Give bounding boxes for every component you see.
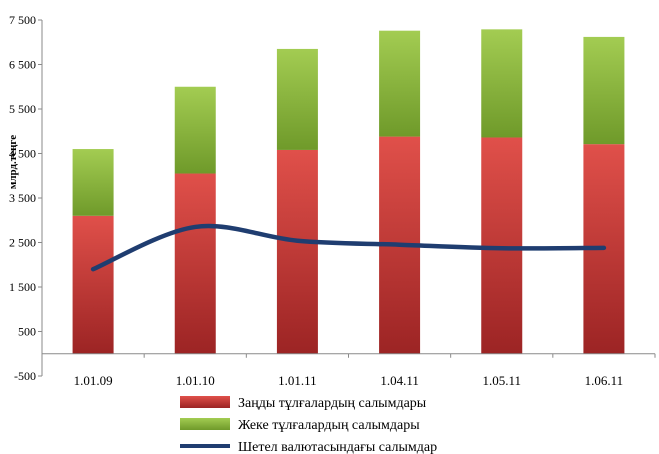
line-foreign-currency: [90, 223, 607, 272]
bar-legal-entities: [481, 137, 523, 354]
bar-individuals: [174, 86, 216, 174]
x-tick-label: 1.01.09: [74, 373, 113, 388]
bar-individuals: [276, 48, 318, 150]
bar-legal-entities: [72, 215, 114, 354]
y-axis: -500 500 1 500 2 500 3 500 4 500 5 500 6 500 7 5…: [9, 13, 43, 383]
y-tick-label: -500: [14, 369, 36, 383]
x-tick-label: 1.01.11: [278, 373, 317, 388]
bar-legal-entities: [174, 173, 216, 354]
legend-label-individuals: Жеке тұлғалардың салымдары: [238, 418, 420, 433]
bar-group: [72, 29, 625, 354]
y-axis-title: млрд.теңге: [7, 135, 19, 189]
legend-swatch-legal-entities: [180, 396, 230, 408]
legend-label-foreign-currency: Шетел валютасындағы салымдар: [238, 440, 437, 454]
y-tick-label: 3 500: [9, 191, 36, 205]
bar-individuals: [583, 36, 625, 145]
bar-legal-entities: [276, 149, 318, 354]
x-tick-label: 1.05.11: [482, 373, 521, 388]
legend-swatch-individuals: [180, 418, 230, 430]
legend: Заңды тұлғалардың салымдары Жеке тұлғала…: [180, 396, 437, 454]
legend-item-foreign-currency: Шетел валютасындағы салымдар: [180, 440, 437, 454]
x-tick-label: 1.04.11: [380, 373, 419, 388]
x-tick-label: 1.06.11: [585, 373, 624, 388]
y-tick-label: 1 500: [9, 280, 36, 294]
bar-individuals: [481, 29, 523, 138]
y-tick-label: 2 500: [9, 236, 36, 250]
legend-item-individuals: Жеке тұлғалардың салымдары: [180, 418, 420, 433]
x-tick-label: 1.01.10: [176, 373, 215, 388]
y-tick-label: 500: [18, 325, 36, 339]
x-axis: 1.01.09 1.01.10 1.01.11 1.04.11 1.05.11 1.06.…: [41, 353, 656, 388]
y-tick-label: 4 500: [9, 147, 36, 161]
y-tick-label: 7 500: [9, 13, 36, 27]
bar-individuals: [72, 149, 114, 216]
legend-label-legal-entities: Заңды тұлғалардың салымдары: [238, 396, 427, 411]
line-series-group: [90, 223, 607, 272]
bar-individuals: [379, 30, 421, 137]
y-tick-label: 6 500: [9, 58, 36, 72]
legend-item-legal-entities: Заңды тұлғалардың салымдары: [180, 396, 427, 411]
y-tick-label: 5 500: [9, 102, 36, 116]
